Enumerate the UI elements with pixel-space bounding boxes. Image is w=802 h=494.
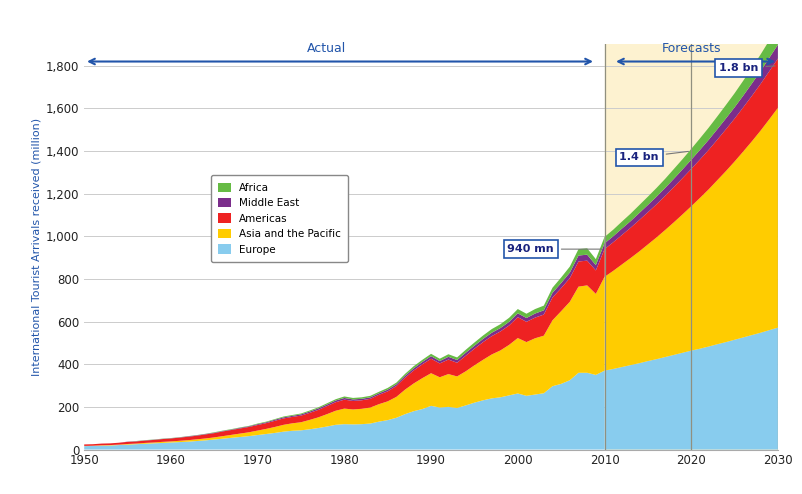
Bar	[605, 44, 796, 450]
Text: Actual: Actual	[307, 42, 346, 55]
Text: 1.8 bn: 1.8 bn	[719, 63, 776, 73]
Text: Forecasts: Forecasts	[662, 42, 721, 55]
Y-axis label: International Tourist Arrivals received (million): International Tourist Arrivals received …	[32, 118, 42, 376]
Text: UNWTO Tourism Towards 2030: Actual trend and forecast 1950-2030: UNWTO Tourism Towards 2030: Actual trend…	[6, 14, 520, 28]
Legend: Africa, Middle East, Americas, Asia and the Pacific, Europe: Africa, Middle East, Americas, Asia and …	[211, 175, 348, 262]
Text: 1.4 bn: 1.4 bn	[619, 151, 688, 163]
Text: 940 mn: 940 mn	[508, 244, 602, 254]
